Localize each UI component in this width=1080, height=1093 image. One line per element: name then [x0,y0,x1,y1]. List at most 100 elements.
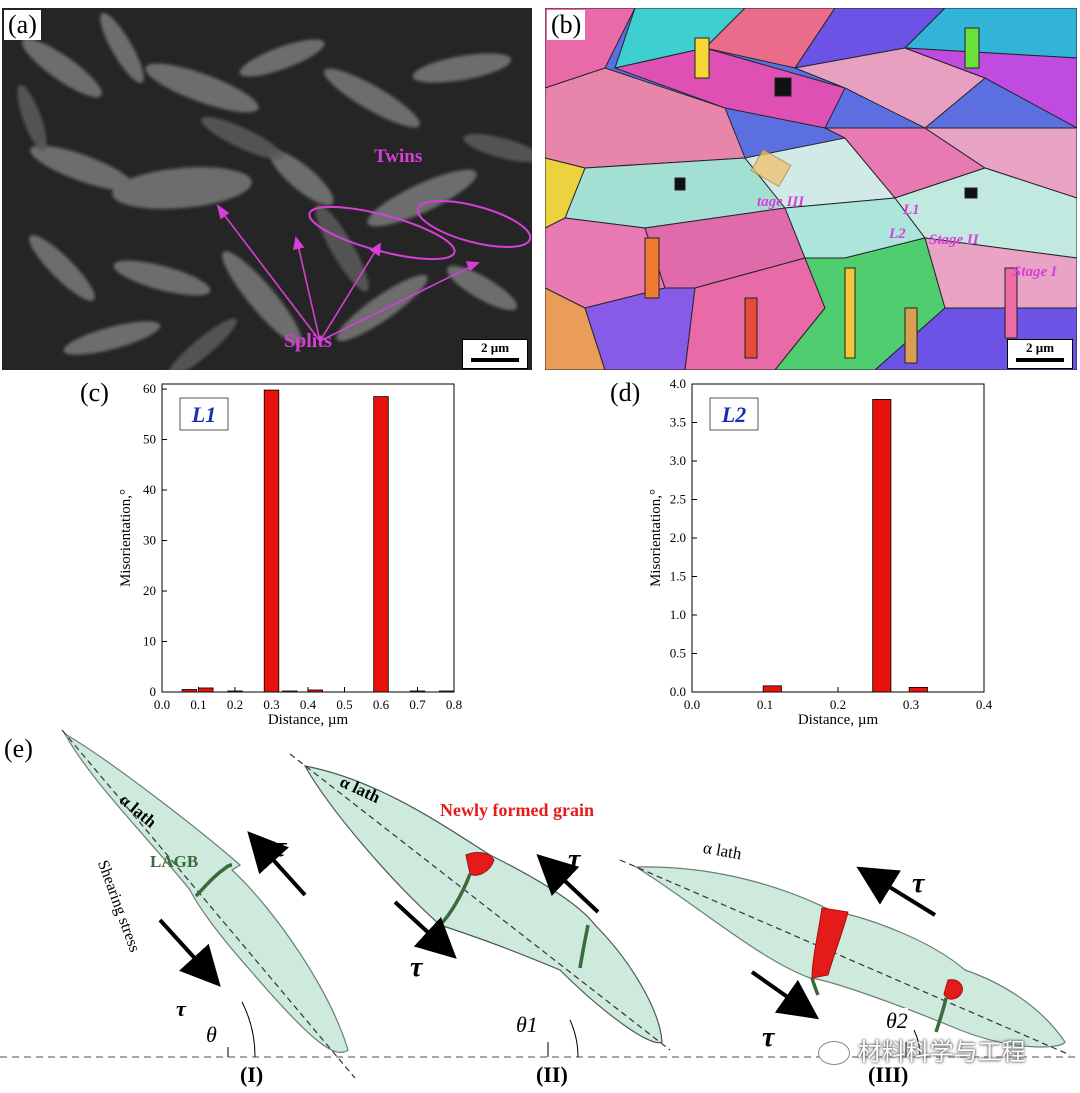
sem-micrograph [2,8,532,370]
twins-label: Twins [374,146,423,167]
panel-e-label: (e) [4,734,33,763]
split-arrows [216,204,480,342]
x-tick-label: 0.3 [263,697,279,712]
lath-stage-iii [619,859,1071,1058]
label-l2: L2 [889,226,906,242]
stage-i-label: (I) [240,1062,264,1087]
y-tick-label: 4.0 [670,376,686,391]
lath-stage-ii [289,753,671,1058]
x-tick-label: 0.8 [446,697,462,712]
twin-outline-2 [416,200,532,248]
panel-a-sem-image: (a) Twins Splits 2 µm [2,8,532,370]
bar [263,389,280,693]
label-stage-i: Stage I [1013,264,1057,280]
scale-label-b: 2 µm [1025,340,1055,355]
bar [282,690,298,693]
newly-formed-grain-label: Newly formed grain [440,800,594,820]
stage-iii-box [750,148,792,188]
label-stage-ii: Stage II [929,232,979,248]
chart-c-l1-misorientation: L1 0.0 0.1 0.2 0.3 0.4 0.5 0.6 0.7 0.8 0 10 20 30 40 50… [118,381,462,728]
series-title-box [179,397,229,431]
lagb-boundary [194,863,233,898]
tau-arrow-up-i [247,831,307,897]
panel-a-label: (a) [4,10,41,40]
y-tick-label: 0 [150,684,157,699]
x-tick-label: 0.1 [190,697,206,712]
bar [409,690,426,693]
y-tick-label: 30 [143,533,156,548]
tau-label-i: τ [274,832,287,863]
y-tick-label: 3.5 [670,415,686,430]
lath-stage-i [61,729,356,1079]
ebsd-orientation-map [545,8,1077,370]
x-tick-label: 0.4 [300,697,317,712]
tau-label-iii-up: τ [912,868,925,899]
bar [872,398,892,693]
y-tick-label: 2.0 [670,530,686,545]
stage-iii-label: (III) [868,1062,909,1087]
tau-arrow-down-ii [393,900,457,959]
splits-label: Splits [284,330,332,352]
bar [908,686,928,693]
label-stage-iii: tage III [757,194,805,210]
y-tick-label: 1.0 [670,607,686,622]
theta1-label: θ1 [516,1012,538,1037]
bar [762,685,782,693]
watermark-text: 材料科学与工程 [857,1038,1026,1066]
y-tick-label: 50 [143,432,156,447]
series-title: L1 [191,402,216,427]
lagb-label: LAGB [150,852,199,871]
x-axis-label: Distance, µm [268,712,349,728]
theta2-label: θ2 [886,1008,908,1034]
bar [307,689,324,693]
x-tick-label: 0.1 [757,697,773,712]
y-tick-label: 1.5 [670,569,686,584]
bar [438,690,455,693]
tau-arrow-up-iii [856,866,937,917]
bar [198,687,214,693]
series-title: L2 [721,402,746,427]
bar [373,396,389,693]
tau-arrow-up-ii [536,854,600,914]
plot-frame [691,383,985,693]
stage-ii-label: (II) [536,1062,568,1087]
y-tick-label: 2.5 [670,492,686,507]
x-tick-label: 0.5 [336,697,352,712]
x-tick-label: 0.3 [903,697,919,712]
tau-label-ii-down: τ [410,952,423,983]
x-axis-label: Distance, µm [798,712,879,728]
y-tick-label: 0.0 [670,684,686,699]
y-tick-label: 60 [143,381,156,396]
scale-bar-b: 2 µm [1007,339,1073,369]
schematic-shearing-diagram [0,729,1080,1079]
theta-label: θ [206,1022,217,1047]
plot-frame [161,383,455,693]
scale-bar-a: 2 µm [462,339,528,369]
x-tick-label: 0.2 [227,697,243,712]
label-l1: L1 [903,202,920,218]
shearing-stress-tau: τ [176,996,186,1021]
panel-b-ebsd-map: (b) tage III L1 L2 Stage II Stage I 2 µm [545,8,1077,370]
y-tick-label: 0.5 [670,646,686,661]
tau-label-iii-down: τ [762,1022,775,1053]
panel-b-label: (b) [547,10,586,40]
bar [181,689,198,693]
y-tick-label: 3.0 [670,453,686,468]
series-title-box [709,397,759,431]
y-tick-label: 20 [143,583,156,598]
x-tick-label: 0.2 [830,697,846,712]
scale-label-a: 2 µm [480,340,510,355]
y-tick-label: 10 [143,634,156,649]
x-tick-label: 0.6 [373,697,390,712]
y-axis-label: Misorientation,° [648,489,664,587]
tau-arrow-down-iii [750,970,820,1020]
x-tick-label: 0.0 [154,697,170,712]
tau-arrow-down-i [158,918,221,987]
x-tick-label: 0.0 [684,697,700,712]
x-tick-label: 0.4 [976,697,993,712]
y-axis-label: Misorientation,° [118,489,134,587]
y-tick-label: 40 [143,482,156,497]
panel-c-label: (c) [80,378,109,407]
panel-d-label: (d) [610,378,641,407]
watermark: 材料科学与工程 [818,1032,1026,1067]
